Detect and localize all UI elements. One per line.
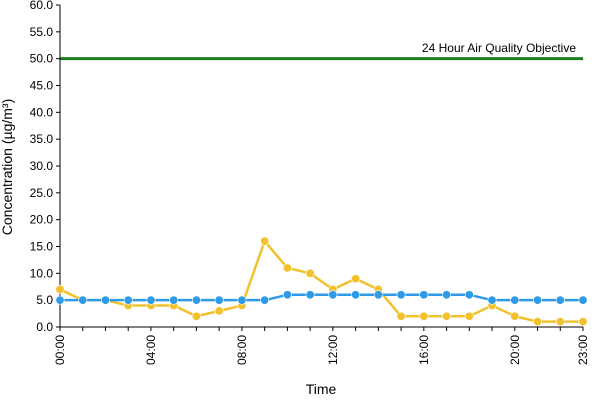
x-tick-label: 16:00 <box>417 335 431 365</box>
data-point <box>260 236 270 246</box>
data-point <box>55 295 65 305</box>
data-point <box>123 295 133 305</box>
data-point <box>191 295 201 305</box>
y-tick-label: 0.0 <box>36 320 53 334</box>
y-tick-label: 15.0 <box>30 240 54 254</box>
series-line <box>60 293 583 302</box>
data-point <box>464 311 474 321</box>
x-tick-label: 23:00 <box>576 335 590 365</box>
data-point <box>442 290 452 300</box>
series-layer <box>55 236 588 327</box>
data-point <box>282 263 292 273</box>
series-1 <box>55 290 588 305</box>
y-tick-label: 30.0 <box>30 159 54 173</box>
data-point <box>100 295 110 305</box>
data-point <box>373 290 383 300</box>
data-point <box>419 290 429 300</box>
x-tick-label: 04:00 <box>144 335 158 365</box>
reference-line-label: 24 Hour Air Quality Objective <box>422 41 576 55</box>
data-point <box>214 306 224 316</box>
y-tick-label: 20.0 <box>30 213 54 227</box>
data-point <box>305 268 315 278</box>
x-tick-label: 20:00 <box>508 335 522 365</box>
y-tick-label: 35.0 <box>30 132 54 146</box>
x-axis-title: Time <box>306 381 337 397</box>
y-tick-label: 40.0 <box>30 105 54 119</box>
series-0 <box>55 236 588 327</box>
data-point <box>510 295 520 305</box>
y-tick-label: 10.0 <box>30 266 54 280</box>
data-point <box>260 295 270 305</box>
y-tick-label: 55.0 <box>30 25 54 39</box>
data-point <box>191 311 201 321</box>
data-point <box>578 295 588 305</box>
data-point <box>237 295 247 305</box>
x-tick-label: 00:00 <box>53 335 67 365</box>
y-tick-label: 25.0 <box>30 186 54 200</box>
tick-labels: 0.0 5.0 10.0 15.0 20.0 25.0 30.0 35.0 40.0 45.0 50… <box>30 0 590 365</box>
axes <box>56 4 584 331</box>
data-point <box>169 295 179 305</box>
data-point <box>214 295 224 305</box>
data-point <box>419 311 429 321</box>
data-point <box>282 290 292 300</box>
data-point <box>351 290 361 300</box>
data-point <box>555 317 565 327</box>
x-tick-label: 08:00 <box>235 335 249 365</box>
data-point <box>55 284 65 294</box>
series-line <box>59 239 583 323</box>
y-axis-title: Concentration (µg/m³) <box>0 99 15 235</box>
y-tick-label: 60.0 <box>30 0 54 12</box>
y-tick-label: 50.0 <box>30 52 54 66</box>
data-point <box>510 311 520 321</box>
data-point <box>396 311 406 321</box>
x-tick-label: 12:00 <box>326 335 340 365</box>
data-point <box>396 290 406 300</box>
data-point <box>305 290 315 300</box>
data-point <box>442 311 452 321</box>
data-point <box>533 295 543 305</box>
data-point <box>464 290 474 300</box>
data-point <box>487 295 497 305</box>
data-point <box>146 295 156 305</box>
y-tick-label: 5.0 <box>36 293 53 307</box>
data-point <box>533 317 543 327</box>
data-point <box>555 295 565 305</box>
data-point <box>351 274 361 284</box>
data-point <box>328 290 338 300</box>
y-tick-label: 45.0 <box>30 79 54 93</box>
data-point <box>578 317 588 327</box>
data-point <box>78 295 88 305</box>
